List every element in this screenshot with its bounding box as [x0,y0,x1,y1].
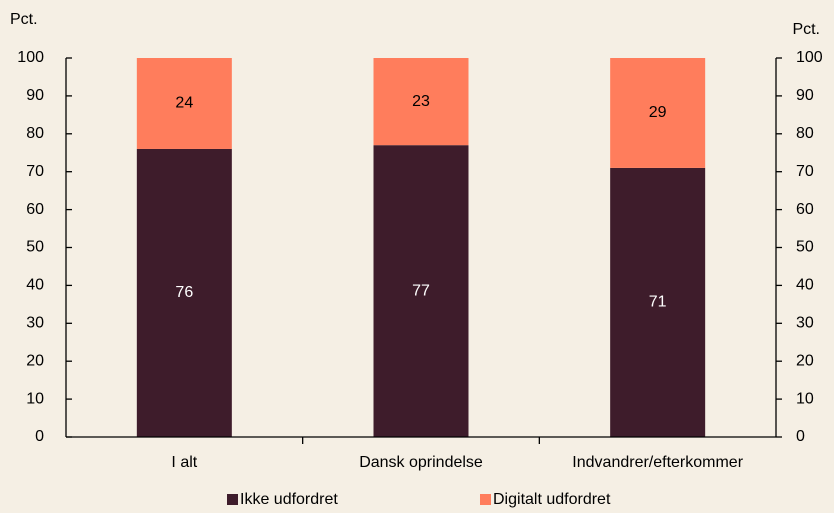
value-label: 24 [175,95,193,112]
y-tick-label: 70 [26,163,44,180]
y2-tick-label: 50 [796,239,814,256]
y2-tick-label: 0 [796,428,805,445]
y2-tick-label: 10 [796,390,814,407]
y-tick-label: 100 [17,49,44,66]
y2-tick-label: 70 [796,163,814,180]
y-axis-label: Pct. [10,11,38,28]
legend-label: Ikke udfordret [240,491,338,508]
bar-segment [610,58,706,168]
value-label: 29 [649,104,667,121]
value-label: 77 [412,282,430,299]
bar-segment [136,58,232,149]
y2-tick-label: 100 [796,49,823,66]
value-label: 76 [175,284,193,301]
y-tick-label: 20 [26,352,44,369]
legend-label: Digitalt udfordret [493,491,611,508]
bar-segment [136,148,232,437]
y-tick-label: 50 [26,239,44,256]
y-tick-label: 90 [26,87,44,104]
legend-swatch [480,494,491,505]
y-tick-label: 60 [26,201,44,218]
bar-segment [610,167,706,437]
y-tick-label: 0 [35,428,44,445]
y-tick-label: 10 [26,390,44,407]
value-label: 71 [649,294,667,311]
y2-tick-label: 20 [796,352,814,369]
y2-tick-label: 40 [796,277,814,294]
y2-tick-label: 80 [796,125,814,142]
x-tick-label: Indvandrer/efterkommer [572,454,743,471]
y2-axis-label: Pct. [792,21,820,38]
y-tick-label: 80 [26,125,44,142]
x-tick-label: I alt [171,454,197,471]
y2-tick-label: 90 [796,87,814,104]
value-label: 23 [412,93,430,110]
bar-segment [373,145,469,438]
y-tick-label: 40 [26,277,44,294]
y2-tick-label: 60 [796,201,814,218]
legend-swatch [227,494,238,505]
bar-segment [373,58,469,146]
y2-tick-label: 30 [796,315,814,332]
x-tick-label: Dansk oprindelse [359,454,483,471]
y-tick-label: 30 [26,315,44,332]
